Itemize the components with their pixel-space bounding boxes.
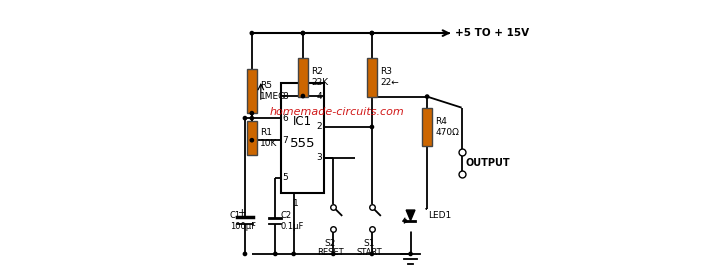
- Text: S2: S2: [325, 239, 336, 248]
- Text: R1
10K: R1 10K: [260, 128, 278, 148]
- Circle shape: [243, 116, 247, 120]
- Circle shape: [370, 125, 374, 129]
- Text: 7: 7: [283, 136, 288, 145]
- Circle shape: [250, 139, 254, 142]
- Text: 555: 555: [290, 137, 315, 150]
- Text: C1
100μF: C1 100μF: [230, 211, 256, 231]
- Text: 8: 8: [283, 92, 288, 100]
- Circle shape: [409, 252, 412, 256]
- Text: C2
0.1μF: C2 0.1μF: [280, 211, 303, 231]
- Bar: [367, 58, 377, 97]
- Text: OUTPUT: OUTPUT: [466, 158, 510, 168]
- Text: 1: 1: [293, 199, 298, 208]
- Circle shape: [292, 252, 296, 256]
- Text: homemade-circuits.com: homemade-circuits.com: [270, 107, 405, 117]
- Circle shape: [301, 94, 305, 98]
- Circle shape: [370, 31, 374, 35]
- Text: R2
22K: R2 22K: [311, 67, 328, 87]
- Bar: [298, 58, 308, 97]
- Circle shape: [250, 116, 254, 120]
- Circle shape: [250, 31, 254, 35]
- Text: RESET: RESET: [317, 248, 344, 258]
- Circle shape: [370, 31, 374, 35]
- Polygon shape: [406, 210, 415, 221]
- Circle shape: [331, 252, 335, 256]
- Bar: [247, 121, 257, 155]
- Text: 4: 4: [316, 92, 322, 100]
- Circle shape: [250, 112, 254, 115]
- Circle shape: [243, 252, 247, 256]
- Text: START: START: [357, 248, 382, 258]
- Circle shape: [426, 95, 429, 98]
- Text: R3
22←: R3 22←: [380, 67, 399, 87]
- Text: S1: S1: [363, 239, 375, 248]
- Circle shape: [370, 252, 374, 256]
- Circle shape: [301, 31, 305, 35]
- Text: 6: 6: [283, 114, 288, 123]
- Text: R5
1MEG: R5 1MEG: [260, 81, 286, 101]
- Text: 5: 5: [283, 173, 288, 182]
- Text: 2: 2: [316, 123, 322, 131]
- Bar: [422, 108, 432, 146]
- Text: +5 TO + 15V: +5 TO + 15V: [454, 28, 529, 38]
- Text: +: +: [239, 208, 247, 218]
- Circle shape: [301, 31, 305, 35]
- Circle shape: [395, 200, 426, 230]
- Text: R4
470Ω: R4 470Ω: [435, 117, 459, 137]
- Bar: [247, 69, 257, 113]
- Bar: [281, 83, 324, 193]
- Text: 3: 3: [316, 153, 322, 162]
- Text: LED1: LED1: [428, 211, 452, 220]
- Text: IC1: IC1: [293, 115, 312, 128]
- Circle shape: [274, 252, 277, 256]
